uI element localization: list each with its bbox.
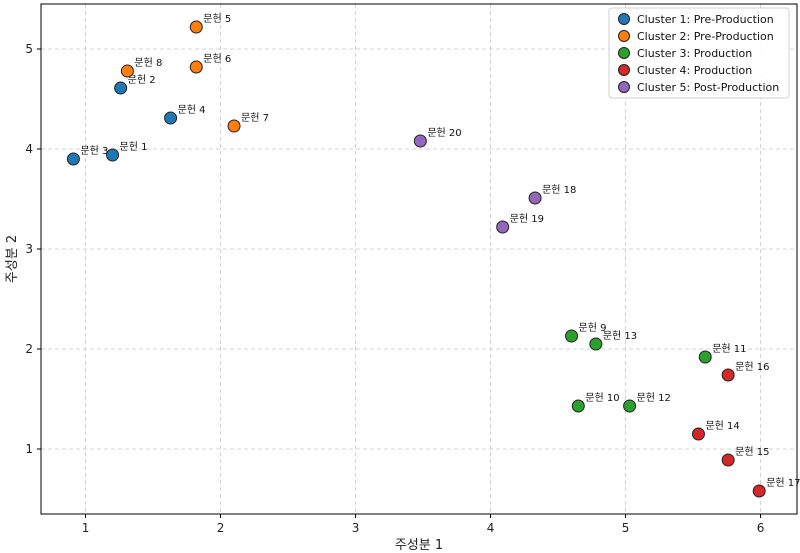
x-axis-label: 주성분 1 [395, 538, 443, 553]
data-point [698, 350, 712, 364]
point-label: 문헌 20 [427, 127, 461, 139]
y-axis: 1 2 3 4 5 [25, 42, 41, 456]
data-point [496, 220, 510, 234]
legend-entry: Cluster 3: Production [637, 47, 752, 60]
point-label: 문헌 11 [712, 343, 746, 355]
point-label: 문헌 3 [80, 145, 108, 157]
legend-marker [618, 64, 630, 76]
legend-marker [618, 47, 630, 59]
data-point [114, 81, 128, 95]
point-label: 문헌 8 [134, 57, 162, 69]
data-point [189, 60, 203, 74]
data-point [66, 152, 80, 166]
data-point [164, 111, 178, 125]
x-axis: 1 2 3 4 5 6 [82, 514, 765, 535]
y-tick-label: 5 [25, 42, 33, 56]
data-point [189, 20, 203, 34]
point-label: 문헌 17 [766, 477, 800, 489]
data-point [589, 337, 603, 351]
legend-marker [618, 30, 630, 42]
point-label: 문헌 7 [241, 112, 269, 124]
data-point [691, 427, 705, 441]
x-tick-label: 3 [352, 521, 360, 535]
plot-area [40, 3, 798, 515]
legend: Cluster 1: Pre-Production Cluster 2: Pre-… [608, 7, 790, 99]
legend-entry: Cluster 2: Pre-Production [637, 30, 774, 43]
point-label: 문헌 14 [705, 420, 739, 432]
data-point [721, 368, 735, 382]
data-point [528, 191, 542, 205]
point-label: 문헌 2 [128, 74, 156, 86]
legend-marker [618, 13, 630, 25]
data-point [721, 453, 735, 467]
x-tick-label: 6 [757, 521, 765, 535]
point-label: 문헌 6 [203, 53, 231, 65]
point-label: 문헌 4 [178, 104, 206, 116]
point-label: 문헌 18 [542, 184, 576, 196]
point-label: 문헌 19 [510, 213, 544, 225]
data-point [106, 148, 120, 162]
data-point [413, 134, 427, 148]
legend-marker [618, 81, 630, 93]
y-tick-label: 4 [25, 142, 33, 156]
data-point [227, 119, 241, 133]
legend-entry: Cluster 5: Post-Production [637, 81, 779, 94]
point-label: 문헌 10 [585, 392, 619, 404]
data-point [571, 399, 585, 413]
x-tick-label: 1 [82, 521, 90, 535]
grid [41, 4, 797, 514]
x-tick-label: 2 [217, 521, 225, 535]
legend-box [608, 7, 790, 99]
legend-entry: Cluster 4: Production [637, 64, 752, 77]
point-label: 문헌 9 [579, 322, 607, 334]
data-point [752, 484, 766, 498]
point-label: 문헌 5 [203, 13, 231, 25]
data-point [565, 329, 579, 343]
data-point [120, 64, 134, 78]
point-label: 문헌 1 [120, 141, 148, 153]
data-points: 문헌 1문헌 2문헌 3문헌 4문헌 5문헌 6문헌 7문헌 8문헌 9문헌 1… [66, 13, 800, 498]
point-label: 문헌 12 [637, 392, 671, 404]
point-label: 문헌 16 [735, 361, 769, 373]
point-label: 문헌 13 [603, 330, 637, 342]
y-tick-label: 1 [25, 442, 33, 456]
x-tick-label: 4 [487, 521, 495, 535]
y-axis-label: 주성분 2 [5, 235, 20, 283]
y-tick-label: 3 [25, 242, 33, 256]
data-point [623, 399, 637, 413]
x-tick-label: 5 [622, 521, 630, 535]
y-tick-label: 2 [25, 342, 33, 356]
legend-entry: Cluster 1: Pre-Production [637, 13, 774, 26]
point-label: 문헌 15 [735, 446, 769, 458]
